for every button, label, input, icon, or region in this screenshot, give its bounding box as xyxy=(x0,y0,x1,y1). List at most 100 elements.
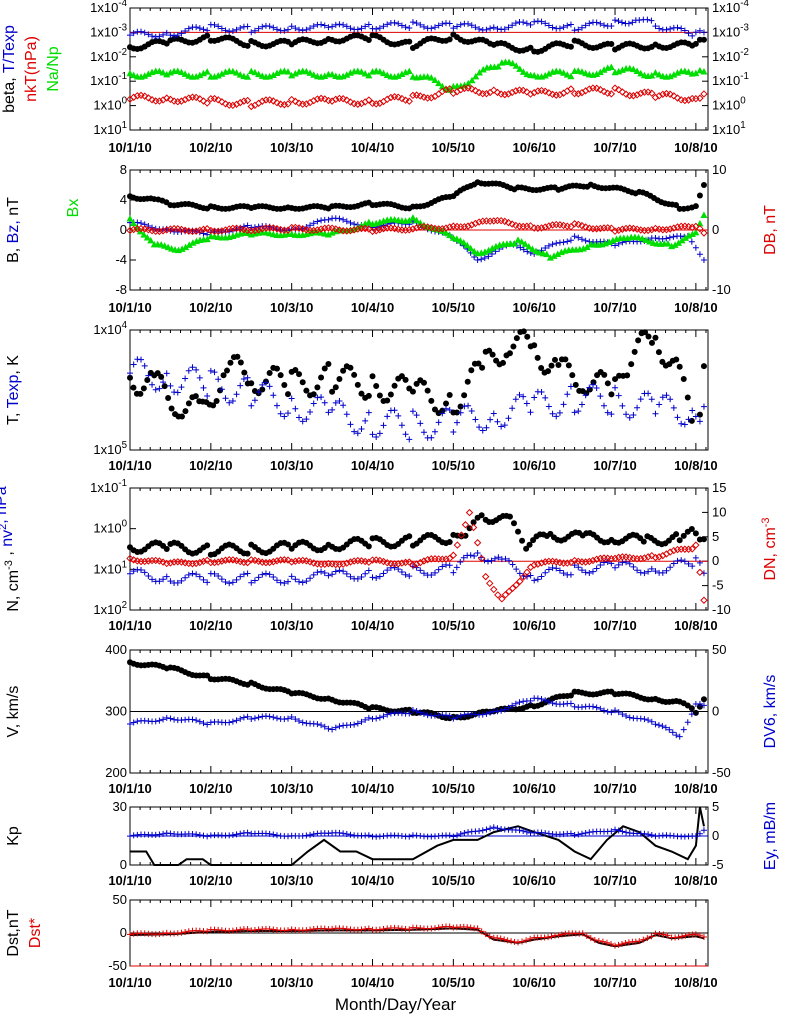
series-1-point xyxy=(619,711,626,718)
y-tick-label: 300 xyxy=(105,704,127,719)
series-2-point xyxy=(467,244,475,252)
series-3-point xyxy=(659,90,667,98)
series-3-point xyxy=(247,102,255,111)
y-right-tick-label: -5 xyxy=(712,857,724,872)
series-2-point xyxy=(585,557,594,566)
series-3-point xyxy=(475,88,483,97)
series-1-point xyxy=(604,558,611,565)
series-3-point xyxy=(700,229,708,237)
series-2-point xyxy=(203,235,211,243)
series-1-point xyxy=(674,24,681,31)
series-1-point xyxy=(262,570,269,577)
series-1-point xyxy=(406,926,413,933)
series-2-point xyxy=(607,555,616,563)
series-1-point xyxy=(589,568,596,575)
series-0-point xyxy=(204,32,211,39)
series-1-point xyxy=(373,25,380,32)
series-0-point xyxy=(220,372,227,379)
x-axis-title: Month/Day/Year xyxy=(334,995,457,1014)
series-1-point xyxy=(174,389,181,396)
series-2-point xyxy=(177,68,185,76)
series-1-point xyxy=(347,421,354,428)
series-2-point xyxy=(376,68,384,75)
series-1-point xyxy=(314,218,321,225)
series-1-point xyxy=(343,218,350,225)
series-1-point xyxy=(479,427,486,434)
series-0-point xyxy=(154,370,161,377)
series-1-point xyxy=(296,26,303,33)
x-tick-label: 10/2/10 xyxy=(189,975,232,990)
series-1-point xyxy=(679,933,686,940)
series-2-point xyxy=(218,557,226,565)
series-1-point xyxy=(615,827,622,834)
series-2-point xyxy=(486,579,494,588)
series-1-point xyxy=(589,381,596,388)
series-2-point xyxy=(143,234,151,241)
series-0-point xyxy=(453,409,460,416)
series-1-point xyxy=(307,575,314,582)
series-1-point xyxy=(660,931,667,938)
x-tick-label: 10/8/10 xyxy=(674,300,717,315)
series-1-point xyxy=(461,829,468,836)
series-0-point xyxy=(127,374,133,381)
series-1-point xyxy=(578,236,585,243)
series-1-point xyxy=(428,434,435,441)
series-2-point xyxy=(481,572,490,581)
x-tick-label: 10/8/10 xyxy=(674,618,717,633)
series-1-point xyxy=(152,718,159,725)
series-1-point xyxy=(130,832,137,839)
series-2-point xyxy=(291,69,299,77)
series-1-point xyxy=(662,724,669,731)
series-1-point xyxy=(591,936,598,943)
series-2-point xyxy=(464,79,472,87)
series-1-point xyxy=(663,235,670,242)
series-1-point xyxy=(310,831,317,838)
series-1-point xyxy=(409,707,416,714)
series-2-point xyxy=(144,557,153,565)
series-1-point xyxy=(237,573,244,580)
series-1-point xyxy=(494,25,501,32)
series-2-point xyxy=(129,219,137,227)
series-3-point xyxy=(670,92,678,100)
series-3-point xyxy=(284,100,292,108)
series-3-point xyxy=(504,218,513,227)
series-2-point xyxy=(664,239,672,247)
series-1-point xyxy=(347,573,354,580)
series-0-point xyxy=(224,367,231,374)
series-1-point xyxy=(450,429,457,436)
series-1-point xyxy=(196,831,203,838)
panel-density: 10/1/10 10/2/10 10/3/10 10/4/10 10/5/10 10/6/… xyxy=(0,478,779,633)
series-1-point xyxy=(491,555,498,562)
series-1-point xyxy=(582,829,589,836)
series-2-point xyxy=(446,231,454,239)
series-1-point xyxy=(589,703,596,710)
series-1-point xyxy=(582,22,589,29)
series-2-point xyxy=(530,561,538,569)
series-3-point xyxy=(181,95,189,104)
series-1-point xyxy=(307,926,314,933)
series-3-point xyxy=(416,92,424,100)
series-3-point xyxy=(696,94,704,102)
series-3-point xyxy=(155,97,164,105)
series-3-point xyxy=(622,90,630,98)
series-3-point xyxy=(332,95,340,104)
series-1-point xyxy=(218,576,225,583)
series-0-point xyxy=(608,391,615,398)
series-1-point xyxy=(678,25,685,32)
series-1-point xyxy=(618,19,625,26)
series-2-point xyxy=(581,558,590,566)
series-3-point xyxy=(468,85,476,93)
series-0-point xyxy=(700,36,707,43)
series-1-point xyxy=(619,828,626,835)
series-1-point xyxy=(365,714,372,721)
series-1-point xyxy=(318,568,325,575)
series-3-point xyxy=(615,86,623,94)
series-1-point xyxy=(527,935,534,942)
series-1-point xyxy=(398,568,405,575)
series-0-point xyxy=(551,356,558,363)
series-2-point xyxy=(521,240,529,247)
series-1-point xyxy=(127,833,133,840)
series-1-point xyxy=(495,554,502,561)
series-1-point xyxy=(700,702,707,709)
series-1-point xyxy=(428,571,435,578)
